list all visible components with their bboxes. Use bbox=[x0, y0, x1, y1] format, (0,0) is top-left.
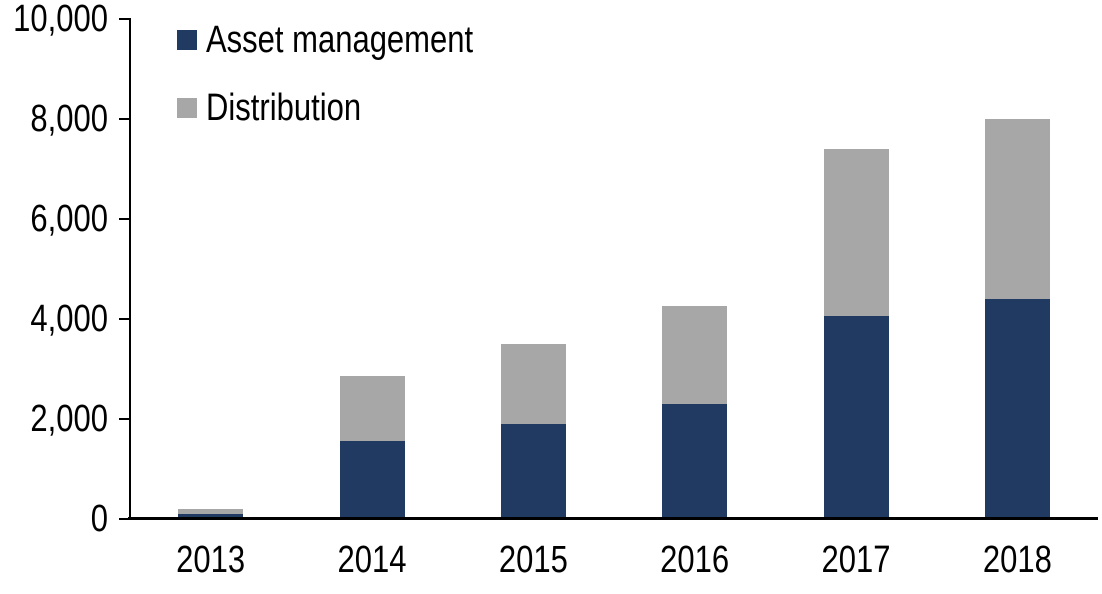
bar-2018-asset-management bbox=[984, 298, 1050, 519]
legend-swatch-icon bbox=[177, 30, 197, 50]
y-axis-tick-label: 10,000 bbox=[13, 0, 108, 40]
legend: Asset management Distribution bbox=[177, 18, 473, 166]
x-axis-tick-label: 2013 bbox=[176, 538, 246, 581]
bar-2015-distribution bbox=[500, 343, 566, 424]
x-axis-tick-label: 2015 bbox=[498, 538, 568, 581]
bar-2015-asset-management bbox=[500, 423, 566, 519]
y-axis-tick bbox=[119, 417, 130, 420]
y-axis-line bbox=[129, 18, 131, 520]
y-axis-tick bbox=[119, 517, 130, 520]
x-axis-tick-label: 2017 bbox=[821, 538, 891, 581]
y-axis-tick-label: 2,000 bbox=[30, 396, 108, 440]
y-axis-tick bbox=[119, 117, 130, 120]
y-axis-tick bbox=[119, 217, 130, 220]
x-axis-tick-label: 2014 bbox=[337, 538, 407, 581]
bar-2013-asset-management bbox=[178, 513, 244, 519]
y-axis-tick-label: 0 bbox=[90, 496, 108, 540]
legend-item-asset-management: Asset management bbox=[177, 18, 473, 61]
bar-2014-distribution bbox=[339, 376, 405, 441]
bar-2014-asset-management bbox=[339, 441, 405, 519]
bar-2016-asset-management bbox=[662, 403, 728, 519]
legend-label: Asset management bbox=[206, 18, 474, 61]
legend-label: Distribution bbox=[206, 86, 362, 129]
y-axis-tick-label: 8,000 bbox=[30, 96, 108, 140]
legend-swatch-icon bbox=[177, 98, 197, 118]
bar-2017-asset-management bbox=[823, 316, 889, 519]
x-axis-tick-label: 2016 bbox=[660, 538, 730, 581]
x-axis-line bbox=[128, 517, 1098, 520]
y-axis-tick-label: 6,000 bbox=[30, 196, 108, 240]
bar-2016-distribution bbox=[662, 306, 728, 404]
y-axis-tick bbox=[119, 17, 130, 20]
legend-item-distribution: Distribution bbox=[177, 86, 473, 129]
y-axis-tick-label: 4,000 bbox=[30, 296, 108, 340]
bar-2013-distribution bbox=[178, 508, 244, 514]
x-axis-tick-label: 2018 bbox=[982, 538, 1052, 581]
y-axis-tick bbox=[119, 317, 130, 320]
bar-2018-distribution bbox=[984, 118, 1050, 299]
bar-2017-distribution bbox=[823, 148, 889, 316]
